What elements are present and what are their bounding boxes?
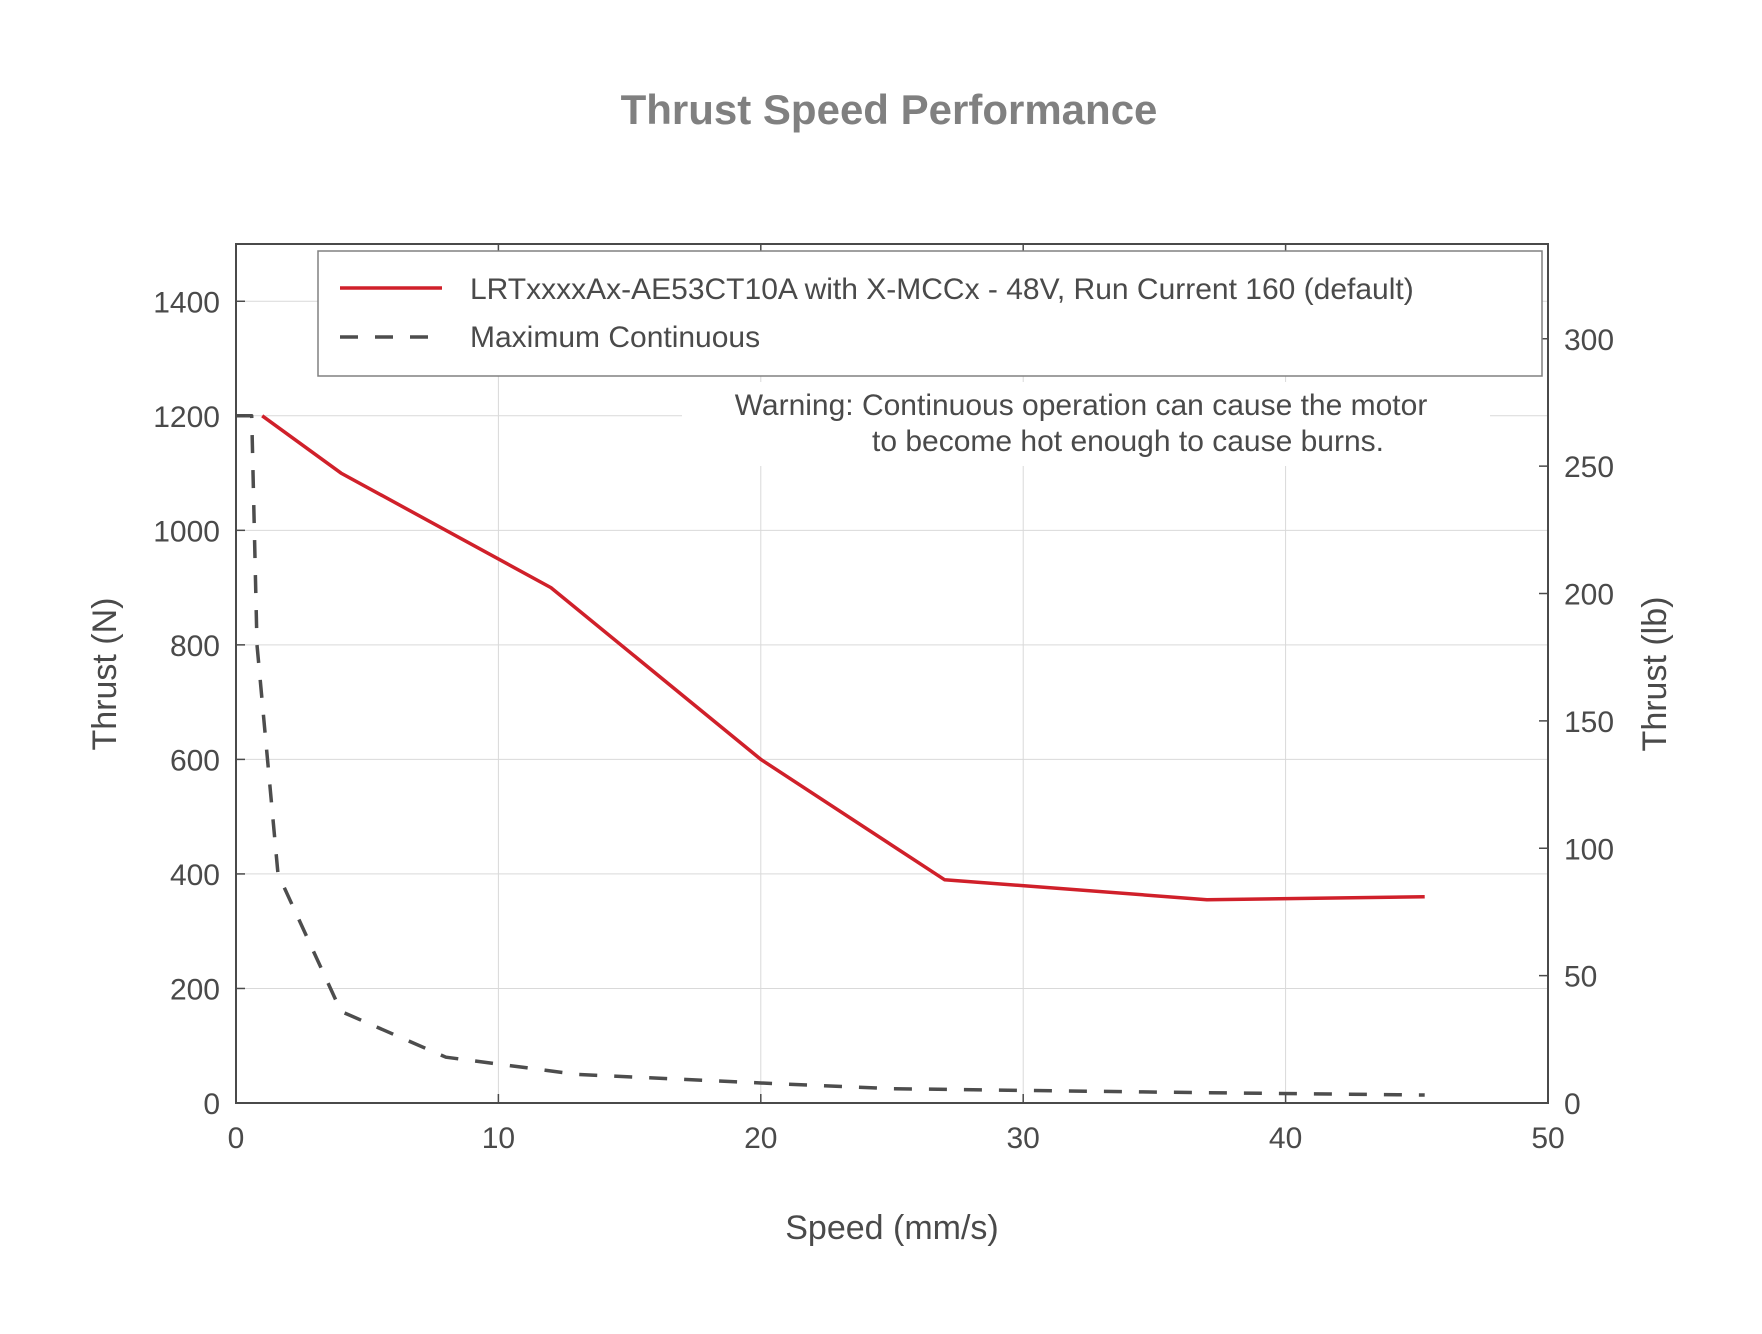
y-tick-label-0: 0 bbox=[203, 1088, 220, 1121]
legend: LRTxxxxAx-AE53CT10A with X-MCCx - 48V, R… bbox=[317, 250, 1543, 377]
y-axis-label: Thrust (N) bbox=[86, 598, 124, 751]
y-tick-label-1: 200 bbox=[170, 973, 220, 1006]
plot-frame bbox=[235, 243, 1549, 1104]
y2-tick-label-3: 150 bbox=[1564, 706, 1614, 739]
series-line-2 bbox=[236, 414, 1425, 1097]
y2-axis-label: Thrust (lb) bbox=[1636, 597, 1674, 752]
x-tick-label-1: 10 bbox=[482, 1122, 515, 1155]
series-layer bbox=[236, 414, 1425, 1097]
series-line-1 bbox=[261, 414, 1425, 902]
warning-line-1: Warning: Continuous operation can cause … bbox=[735, 389, 1428, 422]
x-axis-label: Speed (mm/s) bbox=[785, 1209, 999, 1247]
y-tick-label-4: 800 bbox=[170, 630, 220, 663]
ticks: 0 10 20 30 40 5002004006008001000120014000501… bbox=[153, 244, 1614, 1155]
legend-label-series-1: LRTxxxxAx-AE53CT10A with X-MCCx - 48V, R… bbox=[470, 273, 1414, 306]
y-tick-label-5: 1000 bbox=[153, 515, 220, 548]
warning-annotation: Warning: Continuous operation can cause … bbox=[682, 382, 1490, 466]
x-tick-label-2: 20 bbox=[744, 1122, 777, 1155]
y2-tick-label-2: 100 bbox=[1564, 833, 1614, 866]
warning-line-2: to become hot enough to cause burns. bbox=[872, 425, 1384, 458]
y2-tick-label-0: 0 bbox=[1564, 1088, 1581, 1121]
y-tick-label-2: 400 bbox=[170, 859, 220, 892]
y-tick-label-6: 1200 bbox=[153, 401, 220, 434]
y-tick-label-7: 1400 bbox=[153, 286, 220, 319]
legend-box bbox=[317, 250, 1543, 377]
y2-tick-label-6: 300 bbox=[1564, 324, 1614, 357]
legend-label-series-2: Maximum Continuous bbox=[470, 321, 760, 354]
y2-tick-label-1: 50 bbox=[1564, 961, 1597, 994]
x-tick-label-0: 0 bbox=[228, 1122, 245, 1155]
chart-title: Thrust Speed Performance bbox=[621, 86, 1158, 133]
y-tick-label-3: 600 bbox=[170, 744, 220, 777]
x-tick-label-3: 30 bbox=[1007, 1122, 1040, 1155]
x-tick-label-5: 50 bbox=[1531, 1122, 1564, 1155]
y2-tick-label-4: 200 bbox=[1564, 579, 1614, 612]
y2-tick-label-5: 250 bbox=[1564, 451, 1614, 484]
x-tick-label-4: 40 bbox=[1269, 1122, 1302, 1155]
